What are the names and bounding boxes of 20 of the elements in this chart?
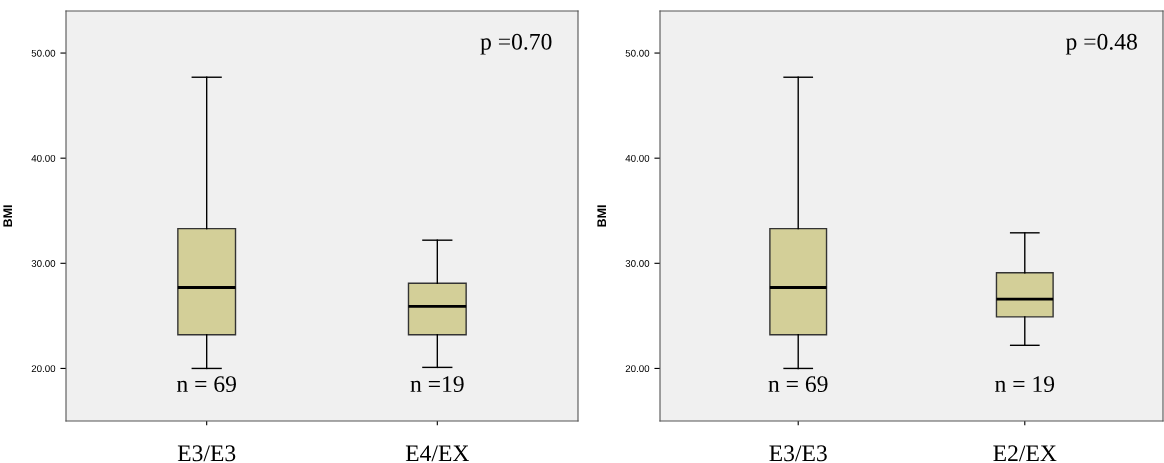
x-tick-label: E3/E3 [177, 445, 236, 462]
y-tick-label: 30.00 [625, 260, 650, 267]
y-tick-label: 30.00 [31, 260, 56, 267]
y-tick-label: 40.00 [31, 154, 56, 162]
annotation: n = 19 [995, 376, 1055, 393]
y-tick-label: 20.00 [625, 365, 650, 373]
annotation: p =0.70 [480, 33, 552, 55]
annotation: n = 69 [768, 376, 828, 393]
y-tick-label: 20.00 [31, 365, 56, 373]
y-axis-title: BMI [597, 205, 606, 227]
annotation: n = 69 [176, 376, 236, 393]
annotation: p =0.48 [1065, 33, 1137, 55]
x-tick-label: E3/E3 [769, 445, 827, 462]
x-tick-label: E4/EX [405, 445, 470, 462]
y-axis-title: BMI [3, 205, 12, 227]
y-tick-label: 50.00 [625, 49, 650, 57]
y-tick-label: 40.00 [625, 154, 650, 162]
x-tick-label: E2/EX [993, 445, 1057, 462]
annotation: n =19 [410, 376, 464, 393]
y-tick-label: 50.00 [31, 49, 56, 57]
